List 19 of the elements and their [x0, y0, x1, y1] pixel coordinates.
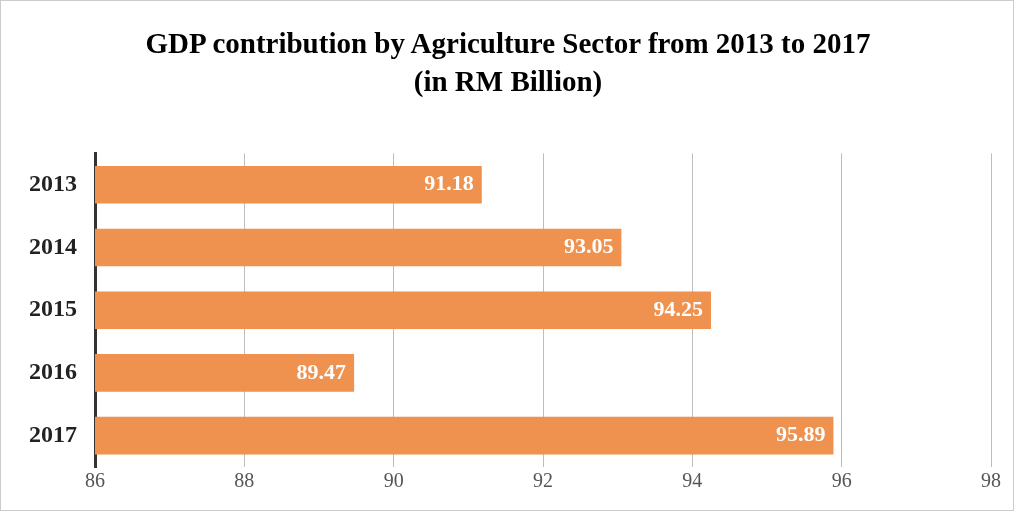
y-tick-label: 2017 — [29, 420, 77, 447]
x-tick-label: 98 — [981, 469, 1001, 492]
x-tick-label: 90 — [383, 469, 404, 492]
x-tick-label: 86 — [85, 469, 105, 492]
x-tick-label: 92 — [533, 469, 553, 492]
data-label: 91.18 — [424, 170, 474, 196]
data-label: 89.47 — [296, 358, 347, 384]
y-tick-label: 2016 — [29, 358, 77, 385]
y-tick-label: 2014 — [29, 232, 77, 259]
data-label: 94.25 — [653, 295, 703, 321]
x-tick-label: 94 — [682, 469, 703, 492]
x-tick-label: 96 — [831, 469, 852, 492]
chart-title: GDP contribution by Agriculture Sector from 2013 to 2017 — [144, 27, 872, 60]
x-tick-label: 88 — [234, 469, 255, 492]
chart-subtitle: (in RM Billion) — [412, 65, 604, 98]
y-tick-label: 2013 — [29, 169, 77, 196]
data-label: 95.89 — [775, 421, 826, 447]
data-label: 93.05 — [563, 233, 614, 259]
y-tick-label: 2015 — [29, 295, 77, 322]
